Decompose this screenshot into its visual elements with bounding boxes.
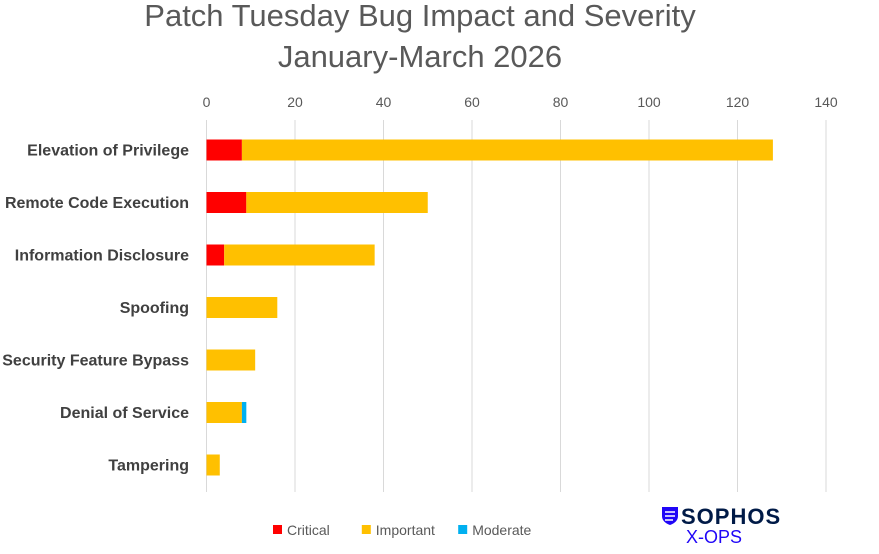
category-label: Security Feature Bypass: [2, 353, 189, 370]
category-label: Information Disclosure: [15, 248, 189, 265]
bar-critical: [206, 244, 225, 266]
sophos-xops-logo: SOPHOS X-OPS: [662, 504, 781, 547]
x-tick-label: 60: [464, 94, 480, 110]
bar-important: [224, 244, 375, 266]
bar-critical: [206, 139, 242, 161]
x-tick-label: 120: [726, 94, 750, 110]
bar-important: [241, 139, 773, 161]
x-tick-label: 20: [287, 94, 303, 110]
category-label: Elevation of Privilege: [27, 143, 189, 160]
bar-moderate: [241, 402, 247, 423]
bar-important: [206, 297, 278, 318]
x-tick-label: 100: [637, 94, 661, 110]
legend-swatch: [361, 525, 371, 534]
legend-swatch: [273, 525, 282, 534]
category-label: Remote Code Execution: [5, 195, 189, 212]
bar-important: [206, 402, 242, 423]
x-tick-label: 0: [203, 94, 211, 110]
chart-subtitle: January-March 2026: [278, 39, 562, 74]
chart-title: Patch Tuesday Bug Impact and Severity: [144, 0, 696, 33]
x-tick-label: 80: [553, 94, 569, 110]
category-label: Denial of Service: [60, 405, 189, 422]
x-tick-label: 40: [376, 94, 392, 110]
bar-important: [246, 192, 428, 213]
bar-important: [206, 454, 220, 476]
svg-text:SOPHOS: SOPHOS: [681, 504, 781, 529]
category-label: Spoofing: [120, 300, 189, 317]
bar-critical: [206, 192, 247, 213]
bar-important: [206, 349, 256, 371]
svg-text:X-OPS: X-OPS: [686, 527, 742, 547]
category-label: Tampering: [108, 458, 189, 475]
x-tick-label: 140: [814, 94, 838, 110]
legend-label: Critical: [287, 522, 330, 538]
legend-label: Moderate: [472, 522, 531, 538]
legend-label: Important: [376, 522, 435, 538]
legend-swatch: [458, 525, 468, 534]
